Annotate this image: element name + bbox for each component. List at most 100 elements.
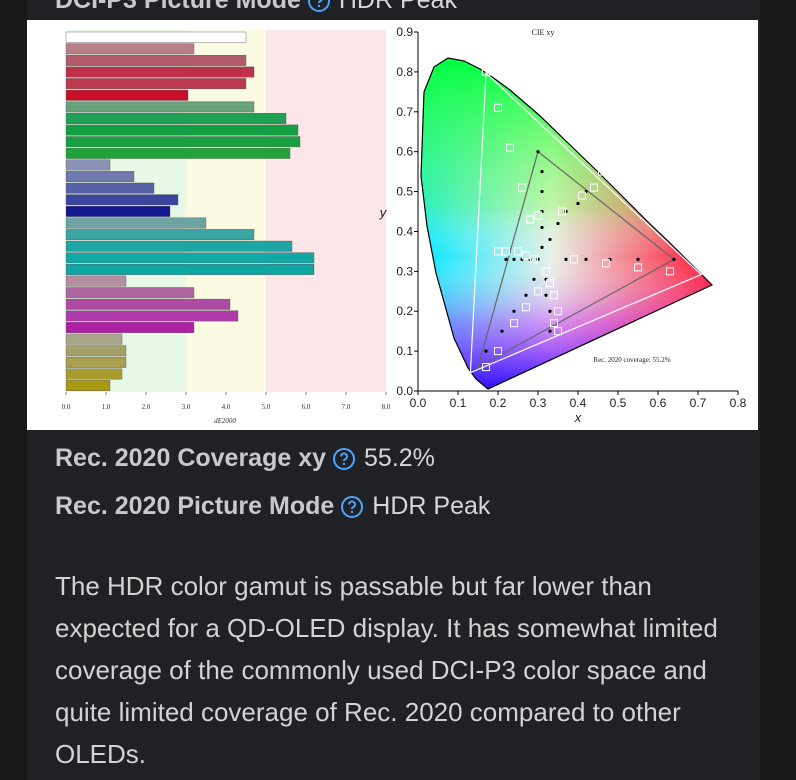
measured-point [602,259,610,268]
y-tick-label: 0.7 [396,105,413,119]
spec-row: Rec. 2020 Picture Mode HDR Peak [55,492,490,521]
spec-label: Rec. 2020 Picture Mode [55,492,335,520]
bar [65,147,291,159]
measured-point [506,143,514,152]
measured-point [570,255,578,264]
measured-point [526,215,534,224]
x-tick-label: 8.0 [382,403,391,411]
bar [65,182,155,194]
bar [65,380,111,391]
x-tick-label: 6.0 [302,403,311,411]
measured-point [482,363,490,372]
zone [186,30,266,392]
target-point [512,257,516,261]
bar [65,333,123,345]
bar [65,356,127,368]
bar [65,136,301,148]
gamut-triangle [469,71,703,374]
measured-point [598,167,606,176]
spec-row: DCI-P3 Picture Mode HDR Peak [55,0,457,15]
y-tick-label: 0.6 [396,145,413,159]
x-tick-label: 0.3 [530,396,547,410]
spec-row: Rec. 2020 Coverage xy 55.2% [55,444,435,473]
bar [65,89,189,101]
bar [65,171,135,182]
measured-point [518,183,526,192]
bar [65,345,127,357]
bar [65,287,195,299]
bar [65,113,287,124]
bar [65,275,127,287]
target-point [532,277,536,281]
target-point [500,329,504,333]
target-point [536,150,540,154]
bar [65,310,239,322]
bar [65,43,195,55]
bar [65,159,111,171]
measured-point [494,103,502,112]
target-point [540,170,544,174]
x-tick-label: 0.4 [570,396,587,410]
spec-label: Rec. 2020 Coverage xy [55,444,327,472]
x-tick-label: 0.1 [450,396,467,410]
bar [65,101,255,113]
x-tick-label: 2.0 [142,403,151,411]
spec-value: HDR Peak [338,0,457,14]
measured-point [522,303,530,312]
y-tick-label: 0.9 [396,25,413,39]
measured-point [590,183,598,192]
x-tick-label: 5.0 [262,403,271,411]
x-tick-label: 0.5 [610,396,627,410]
target-point [548,309,552,313]
target-point [484,349,488,353]
help-icon[interactable] [340,495,364,519]
chart-title: CIE xy [532,28,555,37]
measured-point [530,255,538,264]
bar [65,205,171,217]
y-tick-label: 0.5 [396,185,413,199]
x-tick-label: 0.2 [490,396,507,410]
measured-point [666,267,674,276]
measured-point [514,247,522,256]
x-tick-label: 0.8 [730,396,747,410]
target-point [576,201,580,206]
target-point [556,221,560,226]
measured-point [494,347,502,356]
x-tick-label: 4.0 [222,403,231,411]
zone [266,30,386,392]
bar [65,240,293,252]
measured-point [558,207,566,216]
bar [65,252,315,264]
measured-point [634,263,642,272]
y-tick-label: 0.0 [396,384,413,398]
gamut-triangle [477,150,676,369]
bar [65,368,123,380]
spec-label: DCI-P3 Picture Mode [55,0,301,14]
measured-point [522,251,530,260]
target-point [548,329,552,333]
x-tick-label: 1.0 [102,403,111,411]
target-point [524,293,528,297]
y-axis-label: y [379,205,388,220]
target-point [504,257,508,261]
target-point [672,257,676,261]
y-tick-label: 0.2 [396,304,413,318]
x-axis-label: dE2000 [214,417,236,425]
x-tick-label: 0.6 [650,396,667,410]
measured-point [542,267,550,276]
help-icon[interactable] [332,447,356,471]
target-point [540,245,544,249]
target-point [512,309,516,313]
target-point [544,293,548,297]
y-tick-label: 0.4 [396,224,413,238]
bar [65,229,255,241]
x-tick-label: 0.7 [690,396,707,410]
bar [65,194,179,206]
y-tick-label: 0.3 [396,264,413,278]
spec-value: HDR Peak [372,492,491,520]
chart-image: 0.0 1.0 2.0 3.0 4.0 5.0 6.0 7.0 8.0 dE2000 0.0 0.1… [27,20,758,430]
y-tick-label: 0.8 [396,65,413,79]
measured-point [550,319,558,328]
measured-point [550,291,558,300]
help-icon[interactable] [307,0,331,13]
